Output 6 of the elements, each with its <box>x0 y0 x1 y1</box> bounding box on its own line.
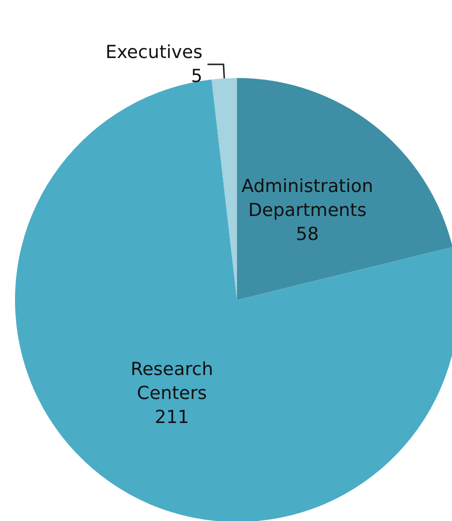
slice-label: Executives <box>105 42 202 63</box>
slice-label: Administration Departments <box>241 176 374 221</box>
data-label: 5 <box>191 66 202 87</box>
data-label: 211 <box>154 407 190 428</box>
data-label: 58 <box>296 224 319 245</box>
slice-label: Research Centers <box>130 359 214 404</box>
